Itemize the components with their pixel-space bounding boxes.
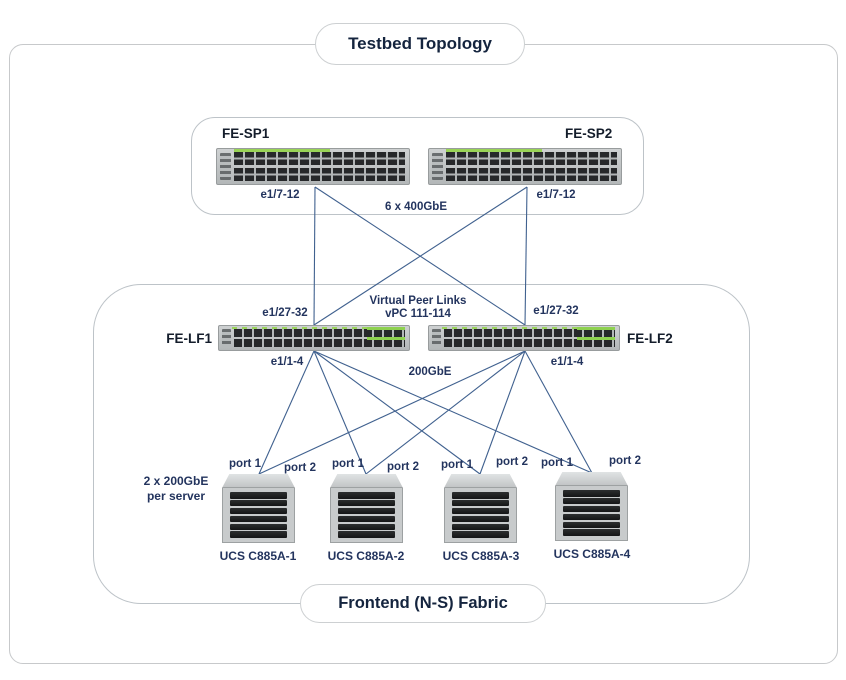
server-top-panel: [330, 474, 403, 488]
interface-label-sp2-downlinks: e1/7-12: [536, 189, 576, 201]
server-nic-note-line2: per server: [146, 489, 206, 503]
port1-label-server1: port 1: [229, 458, 261, 470]
server-top-panel: [444, 474, 517, 488]
leaf-switch-image-fe-lf2: [428, 325, 620, 351]
switch-port-row: [444, 326, 615, 337]
spine-switch-image-fe-sp2: [428, 148, 622, 185]
switch-mgmt-panel: [432, 329, 441, 347]
port2-label-server4: port 2: [609, 455, 641, 467]
interface-label-lf2-downlinks: e1/1-4: [550, 356, 584, 368]
fabric-group-title: Frontend (N-S) Fabric: [300, 584, 546, 623]
switch-mgmt-panel: [220, 153, 231, 180]
port1-label-server4: port 1: [541, 457, 573, 469]
server-image-ucs-c885a-4: [555, 472, 628, 544]
peer-link-label-line1: Virtual Peer Links: [369, 295, 467, 307]
switch-port-row: [446, 168, 617, 181]
server-label-ucs-c885a-4: UCS C885A-4: [553, 547, 631, 561]
spine-switch-image-fe-sp1: [216, 148, 410, 185]
server-front-panel: [222, 488, 295, 543]
server-nic-note-line1: 2 x 200GbE: [143, 474, 209, 488]
server-front-panel: [444, 488, 517, 543]
port2-label-server2: port 2: [387, 461, 419, 473]
server-image-ucs-c885a-2: [330, 474, 403, 546]
port1-label-server3: port 1: [441, 459, 473, 471]
server-image-ucs-c885a-3: [444, 474, 517, 546]
link-speed-label-spine-leaf: 6 x 400GbE: [384, 201, 447, 213]
switch-mgmt-panel: [222, 329, 231, 347]
green-ports: [577, 337, 615, 341]
server-label-ucs-c885a-1: UCS C885A-1: [219, 549, 297, 563]
diagram-title-text: Testbed Topology: [348, 34, 492, 53]
server-label-ucs-c885a-3: UCS C885A-3: [442, 549, 520, 563]
port2-label-server1: port 2: [284, 462, 316, 474]
port1-label-server2: port 1: [332, 458, 364, 470]
green-ports: [367, 337, 405, 341]
server-front-panel: [555, 486, 628, 541]
fabric-group-title-text: Frontend (N-S) Fabric: [338, 594, 508, 612]
device-label-fe-lf2: FE-LF2: [627, 331, 673, 346]
diagram-title: Testbed Topology: [315, 23, 525, 65]
green-ports: [367, 326, 405, 330]
server-front-panel: [330, 488, 403, 543]
interface-label-lf1-uplinks: e1/27-32: [262, 307, 308, 319]
leaf-switch-image-fe-lf1: [218, 325, 410, 351]
green-ports: [577, 326, 615, 330]
device-label-fe-sp2: FE-SP2: [565, 126, 613, 141]
server-top-panel: [222, 474, 295, 488]
interface-label-lf1-downlinks: e1/1-4: [270, 356, 304, 368]
link-speed-label-leaf-server: 200GbE: [408, 366, 452, 378]
switch-mgmt-panel: [432, 153, 443, 180]
server-top-panel: [555, 472, 628, 486]
interface-label-sp1-downlinks: e1/7-12: [260, 189, 300, 201]
switch-port-row: [234, 149, 405, 165]
server-image-ucs-c885a-1: [222, 474, 295, 546]
device-label-fe-lf1: FE-LF1: [166, 331, 212, 346]
peer-link-label-line2: vPC 111-114: [385, 308, 451, 320]
switch-port-row: [234, 337, 405, 348]
switch-port-row: [446, 149, 617, 165]
switch-port-row: [234, 168, 405, 181]
port2-label-server3: port 2: [496, 456, 528, 468]
switch-port-row: [234, 326, 405, 337]
interface-label-lf2-uplinks: e1/27-32: [533, 305, 579, 317]
server-label-ucs-c885a-2: UCS C885A-2: [327, 549, 405, 563]
device-label-fe-sp1: FE-SP1: [222, 126, 270, 141]
switch-port-row: [444, 337, 615, 348]
